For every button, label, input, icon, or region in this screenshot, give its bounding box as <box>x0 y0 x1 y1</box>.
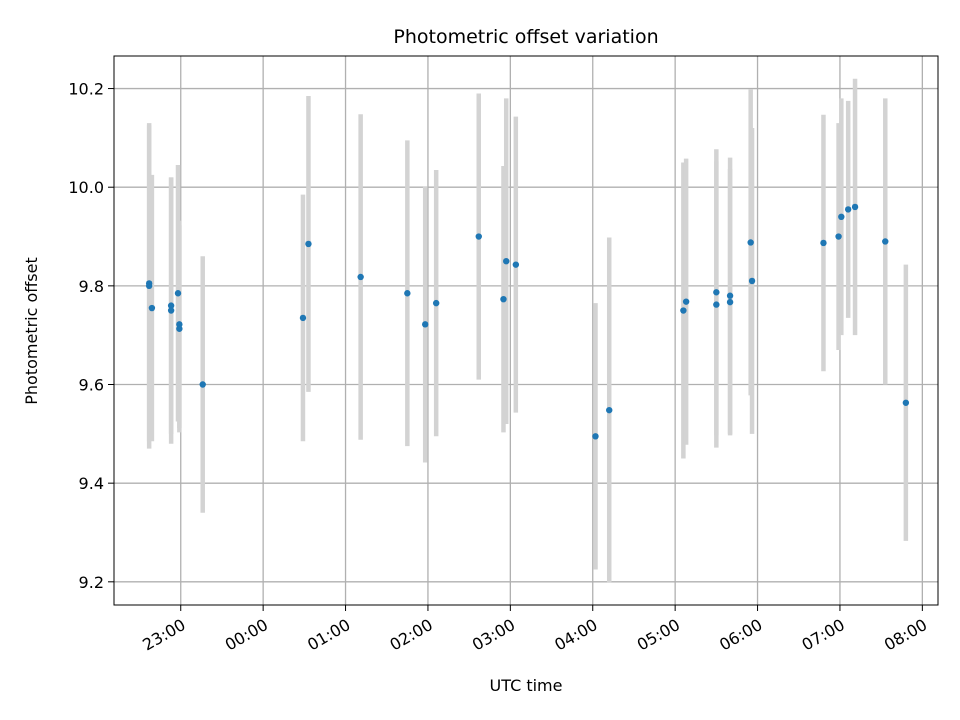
data-point <box>176 325 183 332</box>
data-point <box>404 290 411 297</box>
data-point <box>148 304 156 312</box>
data-point <box>902 399 910 406</box>
data-point <box>475 233 482 240</box>
x-axis-title: UTC time <box>490 676 563 695</box>
data-point <box>167 307 175 314</box>
y-tick-label: 9.4 <box>79 474 104 493</box>
y-axis-title: Photometric offset <box>22 257 41 405</box>
chart-title: Photometric offset variation <box>393 26 658 48</box>
data-point <box>167 302 175 309</box>
data-point <box>305 240 312 248</box>
data-point <box>748 277 756 285</box>
y-tick-label: 10.2 <box>68 80 104 99</box>
y-tick-label: 10.0 <box>68 178 104 197</box>
data-point <box>421 321 429 328</box>
plot-frame <box>113 55 939 606</box>
data-point <box>726 298 734 306</box>
y-tick-label: 9.6 <box>79 376 104 395</box>
data-point <box>835 233 842 240</box>
data-point <box>145 280 153 287</box>
data-point <box>882 238 889 245</box>
data-point <box>726 292 734 299</box>
y-tick-label: 9.2 <box>79 573 104 592</box>
data-point <box>174 290 182 297</box>
data-point <box>432 299 440 307</box>
data-point <box>512 261 520 268</box>
data-point <box>713 301 720 308</box>
data-point <box>299 314 307 322</box>
data-point <box>838 213 845 221</box>
data-point <box>713 289 720 296</box>
data-point <box>199 381 206 388</box>
data-point <box>851 203 859 211</box>
data-point <box>503 257 510 265</box>
data-point <box>747 239 754 246</box>
data-point <box>357 273 364 281</box>
data-point <box>606 406 613 414</box>
data-point <box>844 206 852 213</box>
y-axis-ticks: 9.2 9.4 9.6 9.8 10.0 10.2 <box>68 80 114 592</box>
data-point <box>680 307 687 314</box>
data-point <box>500 295 507 303</box>
data-point <box>176 321 183 328</box>
data-point <box>592 433 599 440</box>
y-tick-label: 9.8 <box>79 277 104 296</box>
data-point <box>682 298 690 305</box>
data-point <box>820 239 827 247</box>
data-points <box>145 203 910 440</box>
